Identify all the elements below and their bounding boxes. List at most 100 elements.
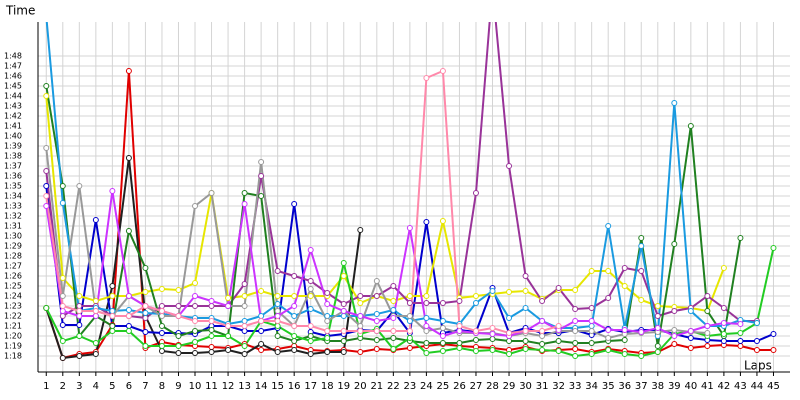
data-point	[373, 328, 380, 334]
data-point	[76, 322, 83, 328]
data-point	[291, 293, 298, 299]
data-point	[588, 328, 595, 334]
data-point	[158, 303, 165, 309]
data-point	[572, 287, 579, 293]
data-point	[274, 349, 281, 355]
data-point	[406, 313, 413, 319]
data-point	[539, 298, 546, 304]
data-point	[687, 335, 694, 341]
data-point	[158, 348, 165, 354]
data-point	[572, 353, 579, 359]
data-point	[43, 145, 50, 151]
data-point	[274, 318, 281, 324]
x-tick-label: 36	[618, 381, 631, 392]
y-tick-label: 1:48	[4, 52, 22, 61]
y-axis-label: Time	[5, 4, 35, 18]
data-point	[753, 338, 760, 344]
data-point	[522, 346, 529, 352]
data-point	[59, 303, 66, 309]
x-tick-label: 22	[387, 381, 400, 392]
data-point	[638, 235, 645, 241]
data-point	[605, 268, 612, 274]
data-point	[324, 301, 331, 307]
data-point	[588, 268, 595, 274]
data-point	[76, 353, 83, 359]
data-point	[307, 247, 314, 253]
x-tick-label: 12	[222, 381, 235, 392]
data-point	[489, 288, 496, 294]
data-point	[59, 183, 66, 189]
y-tick-label: 1:44	[4, 92, 22, 101]
data-point	[274, 293, 281, 299]
y-tick-label: 1:36	[4, 172, 22, 181]
x-tick-label: 40	[684, 381, 697, 392]
data-point	[59, 308, 66, 314]
y-tick-label: 1:19	[4, 342, 22, 351]
data-point	[340, 328, 347, 334]
x-tick-label: 18	[321, 381, 334, 392]
data-point	[125, 228, 132, 234]
data-point	[588, 351, 595, 357]
x-tick-label: 43	[734, 381, 747, 392]
data-point	[208, 318, 215, 324]
data-point	[291, 201, 298, 207]
x-tick-label: 7	[142, 381, 148, 392]
data-point	[307, 278, 314, 284]
data-point	[258, 318, 265, 324]
data-point	[192, 328, 199, 334]
data-point	[357, 323, 364, 329]
x-tick-label: 30	[519, 381, 532, 392]
data-point	[59, 293, 66, 299]
data-point	[390, 283, 397, 289]
y-tick-label: 1:21	[4, 322, 22, 331]
x-tick-label: 13	[238, 381, 251, 392]
x-tick-label: 24	[420, 381, 433, 392]
data-point	[307, 293, 314, 299]
x-tick-label: 31	[536, 381, 549, 392]
y-tick-label: 1:37	[4, 162, 22, 171]
data-point	[175, 350, 182, 356]
data-point	[406, 328, 413, 334]
data-point	[472, 348, 479, 354]
data-point	[753, 320, 760, 326]
data-point	[59, 338, 66, 344]
x-tick-label: 37	[635, 381, 648, 392]
data-point	[59, 200, 66, 206]
data-point	[43, 93, 50, 99]
data-point	[737, 321, 744, 327]
data-point	[158, 286, 165, 292]
data-point	[274, 308, 281, 314]
data-point	[258, 313, 265, 319]
data-point	[456, 345, 463, 351]
data-point	[720, 338, 727, 344]
data-point	[423, 328, 430, 334]
y-tick-label: 1:41	[4, 122, 22, 131]
data-point	[506, 289, 513, 295]
data-point	[274, 268, 281, 274]
data-point	[671, 333, 678, 339]
data-point	[109, 188, 116, 194]
data-point	[687, 328, 694, 334]
data-point	[390, 298, 397, 304]
x-tick-label: 44	[751, 381, 764, 392]
data-point	[158, 343, 165, 349]
data-point	[605, 335, 612, 341]
data-point	[258, 347, 265, 353]
data-point	[555, 285, 562, 291]
data-point	[654, 325, 661, 331]
data-point	[555, 323, 562, 329]
data-point	[208, 190, 215, 196]
data-point	[142, 289, 149, 295]
y-tick-label: 1:26	[4, 272, 22, 281]
x-tick-label: 16	[288, 381, 301, 392]
data-point	[522, 338, 529, 344]
data-point	[92, 313, 99, 319]
data-point	[472, 293, 479, 299]
data-point	[109, 283, 116, 289]
data-point	[390, 335, 397, 341]
data-point	[654, 349, 661, 355]
data-point	[225, 303, 232, 309]
plot-area	[43, 22, 777, 361]
data-point	[208, 298, 215, 304]
data-point	[208, 333, 215, 339]
